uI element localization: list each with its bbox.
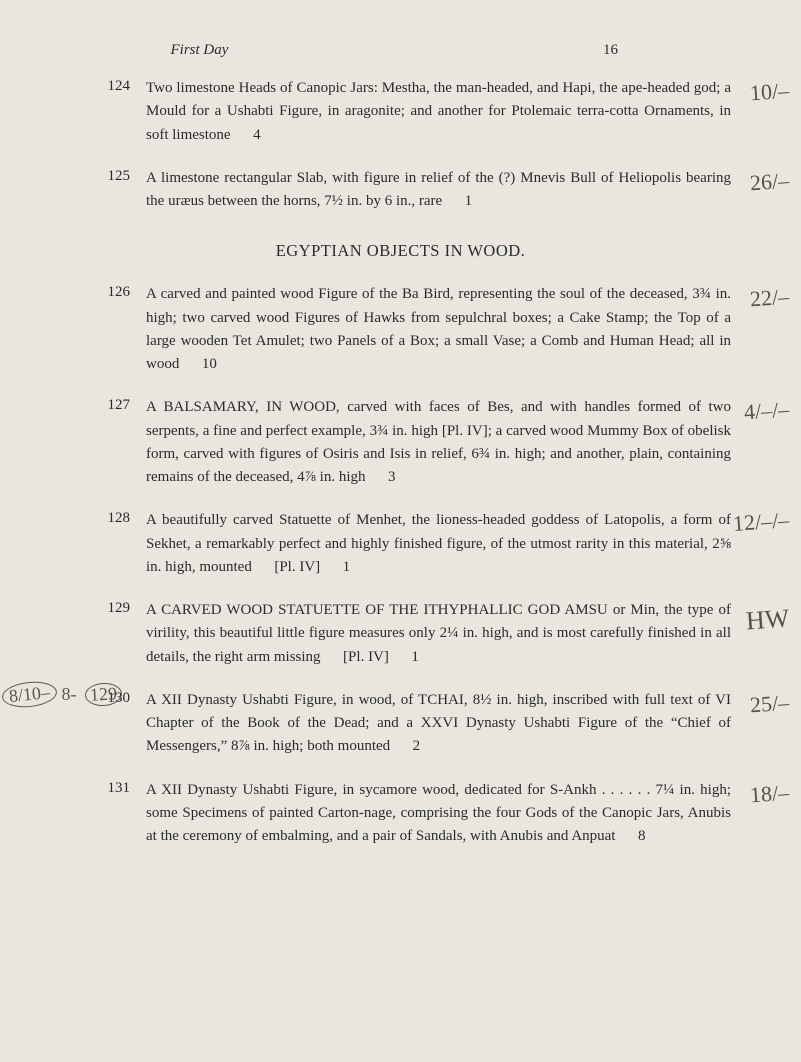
lot-number: 129 (70, 599, 146, 669)
catalogue-entry: 128 A beautifully carved Statuette of Me… (70, 509, 731, 579)
entry-description: A limestone rectangular Slab, with figur… (146, 167, 731, 214)
lot-number: 124 (70, 77, 146, 147)
entry-description: A XII Dynasty Ushabti Figure, in sycamor… (146, 779, 731, 849)
page-number: 16 (591, 42, 631, 59)
lot-number: 131 (70, 779, 146, 849)
catalogue-entry: 130 A XII Dynasty Ushabti Figure, in woo… (70, 689, 731, 759)
price-annotation: 10/– (749, 78, 790, 107)
entry-description: Two limestone Heads of Canopic Jars: Mes… (146, 77, 731, 147)
margin-sketch: 8/10– 8- 129 (2, 682, 122, 707)
margin-sketch-circled: 129 (84, 682, 122, 707)
lot-number: 125 (70, 167, 146, 214)
price-annotation: 26/– (749, 167, 790, 196)
margin-sketch-outer-text: 8/10– (8, 682, 51, 706)
header-left: First Day (171, 42, 229, 59)
entry-description: A CARVED WOOD STATUETTE OF THE ITHYPHALL… (146, 599, 731, 669)
running-header: First Day 16 (171, 42, 631, 59)
margin-sketch-prefix: 8- (62, 684, 77, 704)
margin-sketch-circled-text: 129 (89, 683, 117, 704)
entry-list: 124 Two limestone Heads of Canopic Jars:… (70, 77, 731, 848)
catalogue-entry: 127 A BALSAMARY, IN WOOD, carved with fa… (70, 396, 731, 489)
price-annotation: 22/– (749, 284, 790, 313)
entry-description: A beautifully carved Statuette of Menhet… (146, 509, 731, 579)
entry-description: A XII Dynasty Ushabti Figure, in wood, o… (146, 689, 731, 759)
page: First Day 16 124 Two limestone Heads of … (0, 0, 801, 1062)
price-annotation: HW (745, 604, 790, 637)
catalogue-entry: 125 A limestone rectangular Slab, with f… (70, 167, 731, 214)
catalogue-entry: 129 A CARVED WOOD STATUETTE OF THE ITHYP… (70, 599, 731, 669)
price-annotation: 25/– (749, 689, 790, 718)
catalogue-entry: 126 A carved and painted wood Figure of … (70, 283, 731, 376)
lot-number: 126 (70, 283, 146, 376)
catalogue-entry: 124 Two limestone Heads of Canopic Jars:… (70, 77, 731, 147)
entry-description: A BALSAMARY, IN WOOD, carved with faces … (146, 396, 731, 489)
entry-description: A carved and painted wood Figure of the … (146, 283, 731, 376)
price-annotation: 12/–/– (732, 507, 790, 537)
catalogue-entry: 131 A XII Dynasty Ushabti Figure, in syc… (70, 779, 731, 849)
margin-sketch-outer: 8/10– (1, 679, 58, 710)
price-annotation: 18/– (749, 779, 790, 808)
price-annotation: 4/–/– (743, 397, 790, 426)
lot-number: 127 (70, 396, 146, 489)
section-heading: EGYPTIAN OBJECTS IN WOOD. (70, 241, 731, 261)
lot-number: 128 (70, 509, 146, 579)
